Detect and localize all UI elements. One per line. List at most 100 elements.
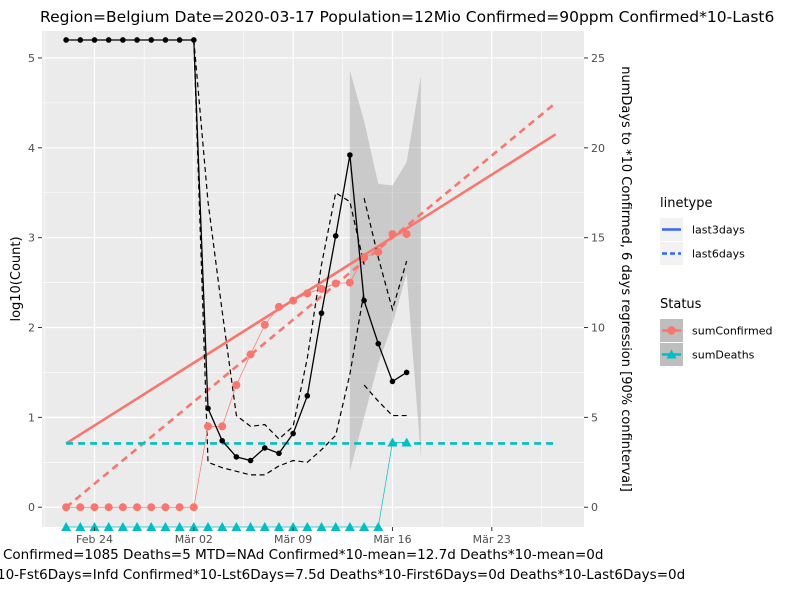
numdays-point bbox=[389, 378, 396, 385]
numdays-point bbox=[361, 297, 367, 304]
y2-tick-label: 25 bbox=[591, 52, 605, 65]
y2-tick-label: 5 bbox=[591, 411, 598, 424]
sumconfirmed-point bbox=[360, 253, 369, 262]
sumconfirmed-point bbox=[331, 279, 340, 288]
numdays-point bbox=[205, 405, 211, 412]
sumconfirmed-point bbox=[260, 320, 269, 329]
plot-panel bbox=[42, 31, 584, 527]
sumconfirmed-point bbox=[232, 381, 241, 390]
sumdeaths-point bbox=[231, 522, 242, 531]
sumdeaths-point bbox=[302, 522, 313, 531]
y-tick-label: 2 bbox=[28, 322, 35, 335]
legend-label-last6days: last6days bbox=[692, 248, 745, 261]
x-tick-label: Mär 23 bbox=[473, 533, 511, 546]
regression-last6days-sumConfirmed bbox=[65, 101, 557, 509]
sumconfirmed-point bbox=[388, 230, 397, 239]
numdays-point bbox=[191, 37, 197, 43]
sumdeaths-point bbox=[89, 522, 100, 531]
regression-last3days-sumConfirmed bbox=[65, 133, 557, 445]
confidence-ribbon-area bbox=[349, 70, 421, 472]
confidence-dashed-lines bbox=[193, 39, 408, 476]
y-axis-title: log10(Count) bbox=[9, 236, 24, 321]
caption-line-1: Confirmed=1085 Deaths=5 MTD=NAd Confirme… bbox=[3, 547, 603, 563]
sumdeaths-point bbox=[344, 522, 355, 531]
sumdeaths-point bbox=[288, 522, 299, 531]
sumconfirmed-point bbox=[274, 302, 283, 311]
y-tick-label: 0 bbox=[28, 501, 35, 514]
legend-label-sumConfirmed: sumConfirmed bbox=[692, 325, 773, 338]
x-tick-label: Mär 02 bbox=[175, 533, 213, 546]
y2-axis-title: numDays to *10 Confirmed, 6 days regress… bbox=[618, 66, 633, 492]
sumconfirmed-point bbox=[204, 422, 213, 431]
sumdeaths-point bbox=[188, 522, 199, 531]
y-tick-label: 5 bbox=[28, 52, 35, 65]
caption-line-2: 10-Fst6Days=Infd Confirmed*10-Lst6Days=7… bbox=[0, 567, 685, 583]
sumdeaths-point bbox=[75, 522, 86, 531]
numdays-point bbox=[304, 393, 311, 399]
sumdeaths-point bbox=[146, 522, 157, 531]
numdays-point bbox=[148, 37, 155, 43]
sumdeaths-point bbox=[259, 522, 270, 531]
legend-label-sumDeaths: sumDeaths bbox=[692, 349, 755, 362]
sumconfirmed-point bbox=[218, 422, 227, 431]
x-tick-label: Feb 24 bbox=[76, 533, 113, 546]
sumconfirmed-point bbox=[345, 278, 354, 287]
sumdeaths-point bbox=[160, 522, 171, 531]
x-tick-label: Mär 09 bbox=[274, 533, 312, 546]
numdays-point bbox=[290, 430, 296, 437]
y-tick-label: 3 bbox=[28, 232, 35, 245]
numdays-point bbox=[247, 457, 254, 464]
numdays-point bbox=[63, 37, 69, 43]
sumdeaths-point bbox=[217, 522, 228, 531]
sumdeaths-point bbox=[61, 522, 72, 531]
numdays-series bbox=[63, 37, 410, 464]
sumconfirmed-point bbox=[303, 289, 312, 298]
legend-title-status: Status bbox=[660, 297, 702, 312]
legend-title-linetype: linetype bbox=[660, 196, 713, 211]
numdays-point bbox=[105, 37, 112, 43]
sumdeaths-point bbox=[203, 522, 214, 531]
sumconfirmed-point bbox=[133, 503, 142, 512]
sumconfirmed-point bbox=[246, 350, 255, 359]
numdays-point bbox=[219, 437, 225, 444]
y-axis-right: 0 5 10 15 20 25 bbox=[584, 52, 605, 514]
sumconfirmed-point bbox=[289, 296, 298, 305]
numdays-point bbox=[347, 152, 353, 158]
sumdeaths-point bbox=[373, 522, 384, 531]
y-axis-left: 0 1 2 3 4 5 bbox=[28, 52, 42, 514]
sumdeaths-point bbox=[245, 522, 256, 531]
numdays-point bbox=[176, 37, 183, 43]
x-tick-label: Mär 16 bbox=[373, 533, 411, 546]
sumdeaths-point bbox=[359, 522, 370, 531]
numdays-point bbox=[233, 454, 240, 460]
sumconfirmed-point bbox=[175, 503, 184, 512]
numdays-point bbox=[134, 37, 140, 43]
legend-label-last3days: last3days bbox=[692, 224, 745, 237]
sumdeaths-point bbox=[273, 522, 284, 531]
sumdeaths-point bbox=[387, 437, 398, 447]
numdays-point bbox=[332, 233, 339, 239]
legend-key-marker-sumDeaths bbox=[666, 349, 677, 359]
confidence-upper-tail-line bbox=[363, 197, 408, 312]
sumconfirmed-point bbox=[189, 503, 198, 512]
y2-tick-label: 10 bbox=[591, 322, 605, 335]
sumdeaths-point bbox=[330, 522, 341, 531]
numdays-point bbox=[276, 450, 282, 457]
legend-key-marker-sumConfirmed bbox=[667, 326, 676, 335]
numdays-point bbox=[261, 445, 268, 451]
sumconfirmed-point bbox=[90, 503, 99, 512]
legend-status-keys: sumConfirmed sumDeaths bbox=[660, 319, 773, 366]
sumconfirmed-point bbox=[118, 503, 127, 512]
confidence-upper-line bbox=[193, 39, 365, 440]
numdays-point bbox=[77, 37, 84, 43]
chart-title: Region=Belgium Date=2020-03-17 Populatio… bbox=[40, 8, 774, 26]
sumconfirmed-point bbox=[147, 503, 156, 512]
sumdeaths-point bbox=[174, 522, 185, 531]
sumconfirmed-point bbox=[104, 503, 113, 512]
sumconfirmed-point bbox=[402, 230, 411, 239]
sumdeaths-point bbox=[117, 522, 128, 531]
y-tick-label: 4 bbox=[28, 142, 35, 155]
numdays-point bbox=[318, 310, 325, 316]
numdays-point bbox=[91, 37, 98, 43]
